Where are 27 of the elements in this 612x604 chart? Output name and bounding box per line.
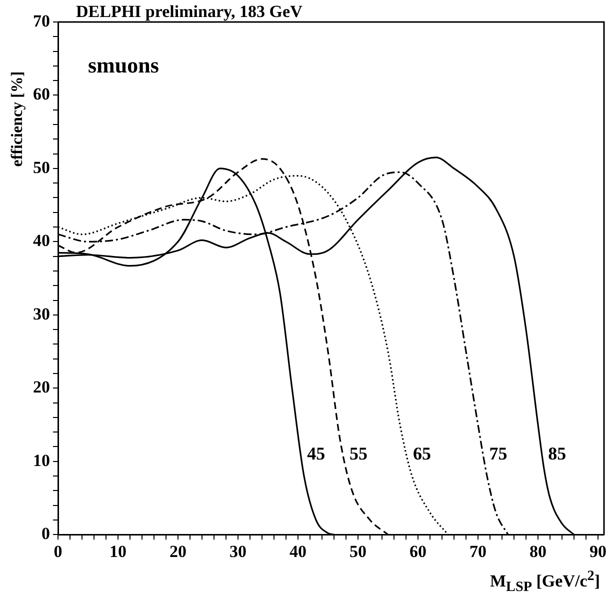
chart-title: DELPHI preliminary, 183 GeV	[76, 2, 302, 22]
y-tick-label: 10	[33, 450, 50, 470]
x-tick-label: 0	[54, 542, 62, 562]
series-label: 85	[548, 443, 566, 464]
x-tick-label: 30	[230, 542, 246, 562]
x-tick-label: 80	[530, 542, 546, 562]
y-tick-label: 40	[33, 231, 50, 250]
x-tick-label: 10	[110, 542, 126, 562]
series-label: 45	[307, 443, 326, 464]
y-tick-label: 30	[33, 304, 50, 324]
y-tick-label: 60	[33, 84, 50, 104]
y-tick-label: 50	[33, 158, 50, 177]
x-tick-label: 50	[350, 542, 366, 562]
x-tick-label: 40	[290, 542, 306, 562]
y-tick-label: 0	[42, 524, 50, 543]
series-label: 75	[489, 443, 508, 464]
x-tick-label: 60	[410, 542, 426, 562]
series-label: 55	[350, 443, 368, 464]
annotation: smuons	[88, 52, 160, 78]
series-label: 65	[412, 443, 431, 464]
x-axis-title: M$_{LSP}$ [GeV/c$^{2}$]	[490, 568, 600, 596]
y-tick-label: 70	[33, 11, 50, 30]
x-tick-label: 70	[470, 542, 486, 562]
x-tick-label: 20	[170, 542, 186, 562]
x-tick-label: 90	[590, 542, 606, 562]
y-axis-title: efficiency [%]	[9, 70, 27, 169]
y-tick-label: 20	[33, 378, 50, 397]
